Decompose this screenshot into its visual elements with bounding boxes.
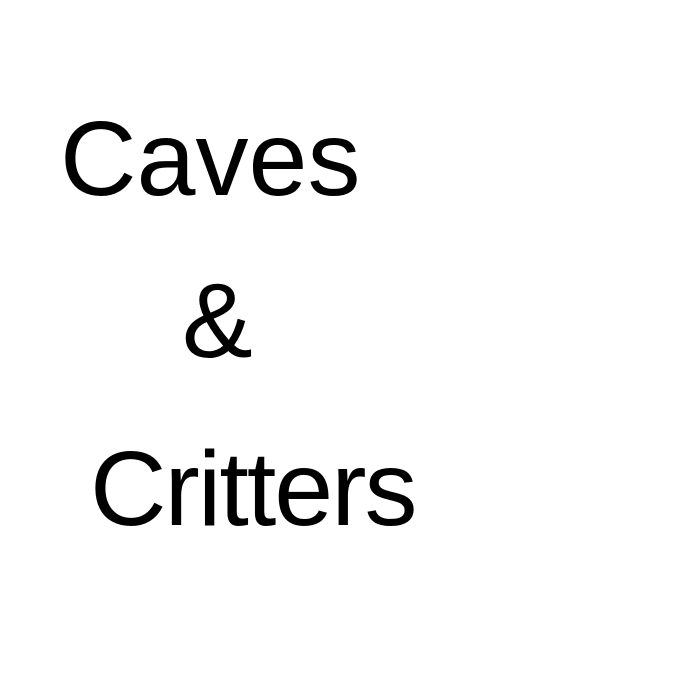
title-line-critters: Critters [90,430,418,548]
title-line-ampersand: & [182,262,253,380]
title-line-caves: Caves [60,100,361,218]
